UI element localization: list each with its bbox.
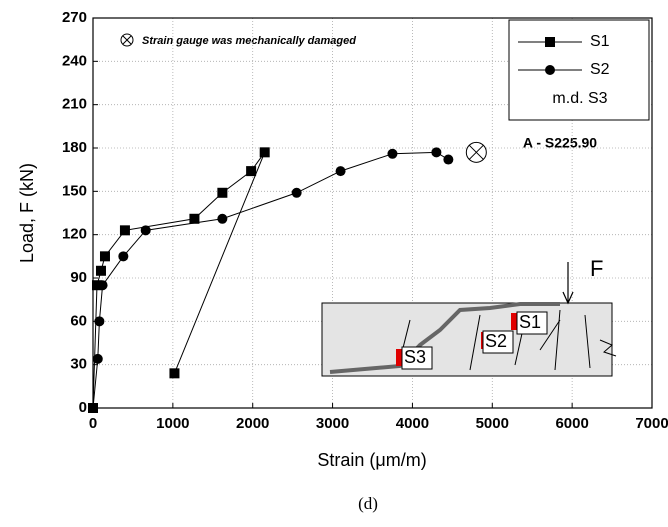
x-tick-label: 0 [89,415,97,432]
marker [291,187,302,198]
y-tick-label: 120 [62,226,87,243]
y-tick-label: 270 [62,9,87,26]
label-box [516,311,548,335]
gauge [396,349,402,366]
specimen-label: A - S225.90 [523,135,597,151]
marker [259,147,270,158]
x-tick-label: 6000 [555,415,588,432]
crack-line [554,309,561,371]
y-tick-label: 60 [70,312,87,329]
y-tick-label: 210 [62,96,87,113]
legend-marker [545,37,555,47]
y-tick-label: 180 [62,139,87,156]
inset-label: S3 [404,347,426,367]
inset-label: S1 [519,312,541,332]
legend-note: m.d. S3 [552,90,607,107]
legend-marker [545,65,555,75]
marker [246,166,257,177]
caption: (d) [358,494,378,513]
force-arrow [562,262,574,305]
marker [217,187,228,198]
legend-label: S1 [590,33,610,50]
inset-label: S2 [485,331,507,351]
marker [95,265,106,276]
annotation: Strain gauge was mechanically damaged [120,33,356,47]
marker [169,368,180,379]
x-tick-label: 7000 [635,415,668,432]
marker [118,251,129,262]
marker [189,213,200,224]
marker [387,148,398,159]
x-axis-label: Strain (μm/m) [317,450,426,470]
marker [99,251,110,262]
series-line [92,152,266,409]
marker [335,166,346,177]
inset-label: F [590,256,603,281]
plot-frame [92,17,653,409]
x-tick-label: 5000 [476,415,509,432]
damage-symbol [122,35,132,45]
marker [443,154,454,165]
x-tick-label: 4000 [396,415,429,432]
damage-cross [468,144,484,160]
label-box [401,346,433,370]
marker [431,147,442,158]
marker [140,225,151,236]
y-tick-label: 240 [62,52,87,69]
x-tick-label: 3000 [316,415,349,432]
label-box [482,330,514,354]
marker [94,316,105,327]
y-tick-label: 90 [70,269,87,286]
marker [217,213,228,224]
marker [97,280,108,291]
crack-line [469,314,481,371]
annotation-text: Strain gauge was mechanically damaged [142,35,356,47]
beam [321,302,613,377]
y-tick-label: 30 [70,356,87,373]
break [599,339,617,357]
damage-symbol [120,33,134,47]
gauge [511,313,517,330]
y-axis-label: Load, F (kN) [17,163,37,263]
inset-diagram: S1 S2 S3 F [321,256,617,377]
marker [119,225,130,236]
crack-line [584,314,591,369]
legend-label: S2 [590,61,610,78]
crack-line [539,319,561,351]
y-tick-label: 150 [62,182,87,199]
series-line [92,151,449,409]
marker [92,353,103,364]
marker [91,280,102,291]
y-tick-label: 0 [79,399,87,416]
marker [88,403,98,413]
x-tick-label: 2000 [236,415,269,432]
x-tick-label: 1000 [156,415,189,432]
